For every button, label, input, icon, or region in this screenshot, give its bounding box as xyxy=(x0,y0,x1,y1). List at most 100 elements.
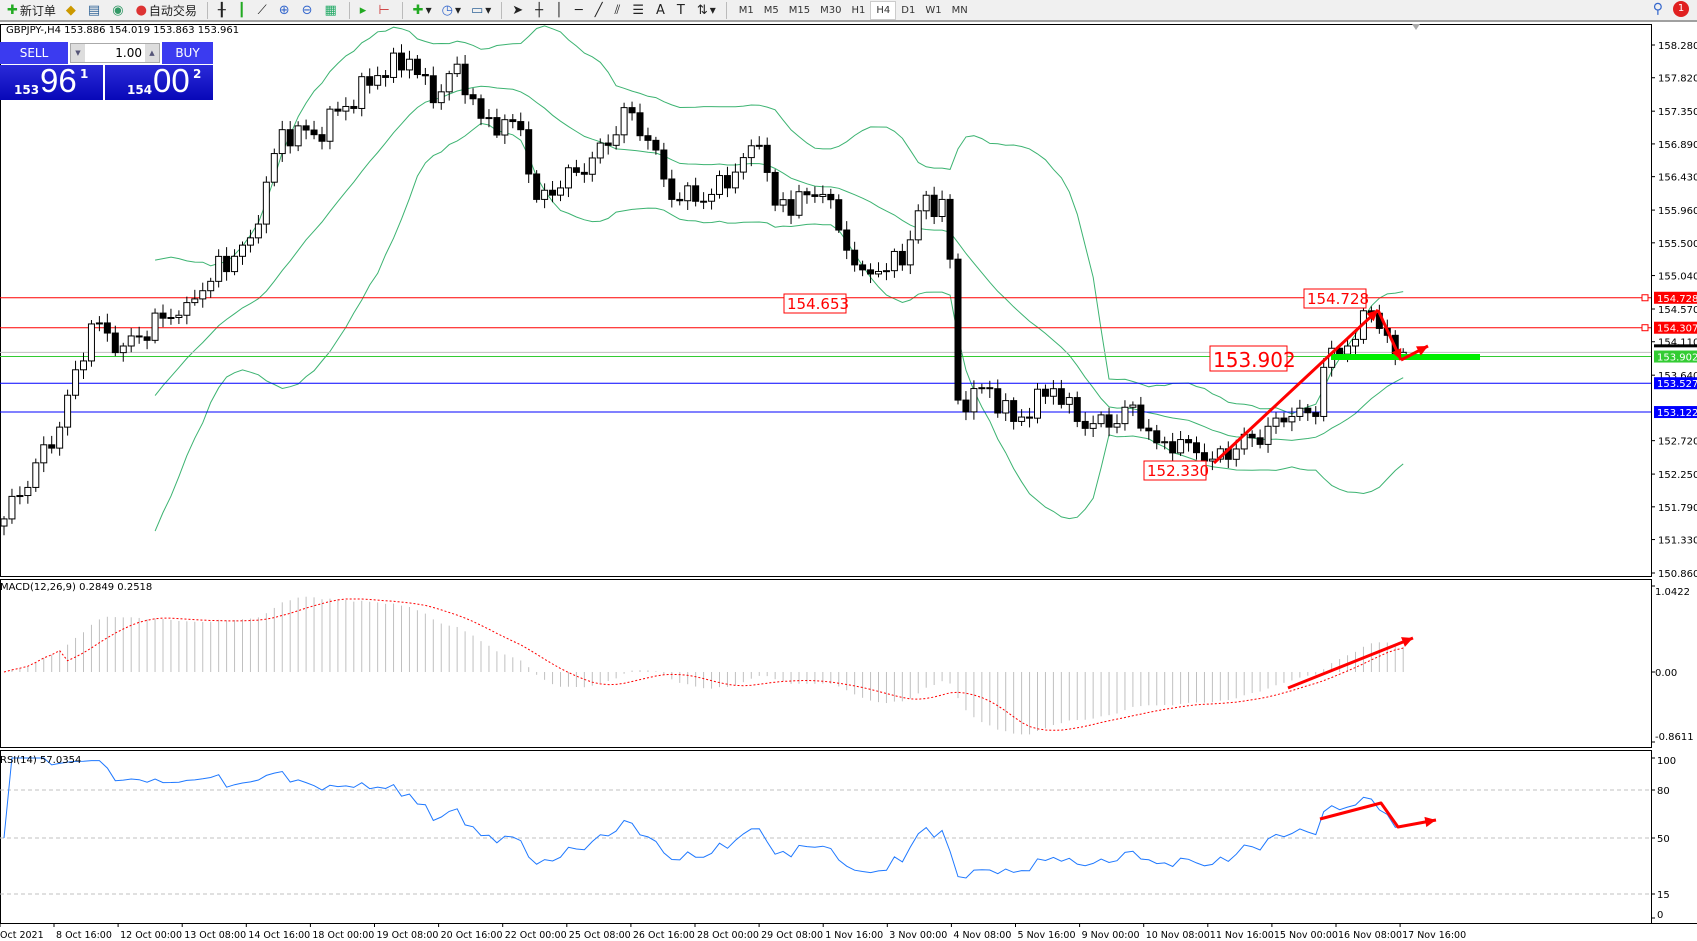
price-annotation-box[interactable] xyxy=(783,293,847,314)
candle-body xyxy=(64,394,72,428)
timeframe-w1[interactable]: W1 xyxy=(925,4,942,16)
candle-body xyxy=(946,198,954,260)
main-pane-border xyxy=(0,24,1652,577)
price-annotation-box[interactable] xyxy=(1143,460,1207,481)
price-annotation-box[interactable] xyxy=(1303,288,1367,309)
new-order-button[interactable]: ✚ 新订单 xyxy=(7,2,56,18)
cursor-button[interactable]: ➤ xyxy=(509,1,528,20)
trendline-button[interactable]: ╱ xyxy=(592,1,608,20)
bar-chart-button[interactable]: ╂ xyxy=(215,1,231,20)
zoom-out-button[interactable]: ⊖ xyxy=(299,1,318,20)
candle-body xyxy=(763,144,771,173)
history-button[interactable]: ▤ xyxy=(85,1,105,20)
price-annotation-box[interactable] xyxy=(1209,345,1288,372)
crosshair-button[interactable]: ┼ xyxy=(532,1,548,20)
signals-button[interactable]: ◉ xyxy=(109,1,128,20)
candle-body xyxy=(1296,407,1304,417)
candle xyxy=(477,94,485,126)
arrow-up-trend[interactable] xyxy=(1212,308,1380,465)
candle xyxy=(1065,392,1073,414)
timeframe-h1[interactable]: H1 xyxy=(851,4,866,16)
auto-trading-button[interactable]: ● 自动交易 xyxy=(135,2,197,18)
candle-body xyxy=(1193,442,1200,454)
time-tick-label: 9 Nov 00:00 xyxy=(1082,930,1140,941)
candle xyxy=(716,170,723,199)
candle-body xyxy=(398,52,405,71)
increase-lot-button[interactable]: ▲ xyxy=(145,44,159,62)
lot-size-input[interactable] xyxy=(85,46,145,60)
templates-button[interactable]: ▭ ▾ xyxy=(470,2,492,18)
candle-body xyxy=(684,185,692,202)
bar-chart-icon: ╂ xyxy=(217,2,226,18)
chart-shift-button[interactable]: ⊢ xyxy=(375,1,394,20)
macd-arrow[interactable] xyxy=(1287,636,1414,690)
candle-body xyxy=(938,198,946,218)
decrease-lot-button[interactable]: ▼ xyxy=(71,44,85,62)
vertical-line-button[interactable]: │ xyxy=(552,1,568,20)
divider xyxy=(206,1,208,19)
timeframe-m5[interactable]: M5 xyxy=(763,4,779,16)
candle xyxy=(1280,412,1288,428)
time-tick-label: 16 Nov 08:00 xyxy=(1338,930,1402,941)
periods-button[interactable]: ◷ ▾ xyxy=(441,2,461,18)
chart-shift-marker[interactable] xyxy=(1412,24,1420,30)
chart-window[interactable]: 158.280 157.820 157.350 156.890 156.430 155.9… xyxy=(0,22,1697,941)
sell-button[interactable]: SELL xyxy=(0,42,68,64)
arrows-button[interactable]: ⇅ ▾ xyxy=(696,2,716,18)
candle xyxy=(533,170,541,203)
candle-body xyxy=(1145,427,1153,432)
indicators-button[interactable]: ✚ ▾ xyxy=(412,2,432,18)
timeframe-m15[interactable]: M15 xyxy=(788,4,811,16)
time-tick-label: 12 Oct 00:00 xyxy=(120,930,182,941)
candle xyxy=(80,352,87,379)
timeframe-m30[interactable]: M30 xyxy=(820,4,842,16)
cursor-arrow-icon: ➤ xyxy=(512,2,524,18)
candle-body xyxy=(175,314,183,318)
candle xyxy=(8,488,16,524)
candle xyxy=(1129,401,1137,417)
timeframe-mn[interactable]: MN xyxy=(951,4,968,16)
time-tick-label: 20 Oct 16:00 xyxy=(441,930,503,941)
candle-body xyxy=(986,387,994,390)
line-anchor-handle[interactable] xyxy=(1641,294,1649,302)
candle xyxy=(1264,417,1272,453)
fibonacci-button[interactable]: ☰ xyxy=(629,1,649,20)
lot-size-stepper[interactable]: ▼ ▲ xyxy=(70,43,160,63)
candle xyxy=(636,103,644,141)
candle-body xyxy=(1248,433,1256,439)
candle xyxy=(318,126,326,150)
candle-body xyxy=(557,187,564,196)
market-watch-button[interactable]: ◆ xyxy=(63,1,81,20)
horizontal-line-button[interactable]: ─ xyxy=(572,1,588,20)
text-label-button[interactable]: T xyxy=(674,1,690,20)
candle xyxy=(1320,358,1328,422)
bid-price-tag xyxy=(1654,344,1697,348)
candle-body xyxy=(1304,407,1312,414)
text-button[interactable]: A xyxy=(653,1,670,20)
divider xyxy=(501,1,503,19)
notification-badge[interactable]: 1 xyxy=(1673,1,1689,17)
buy-price[interactable]: 154 00 2 xyxy=(105,62,213,100)
timeframe-d1[interactable]: D1 xyxy=(901,4,916,16)
price-annotation: 153.902 xyxy=(1213,348,1296,372)
search-icon[interactable]: ⚲ xyxy=(1652,1,1663,17)
equidistant-channel-button[interactable]: ⫽ xyxy=(612,1,626,20)
candle xyxy=(564,164,572,198)
tile-windows-button[interactable]: ▦ xyxy=(322,1,342,20)
candle-body xyxy=(731,171,739,189)
candle xyxy=(1034,383,1041,424)
candle xyxy=(302,119,310,140)
timeframe-m1[interactable]: M1 xyxy=(738,4,754,16)
rsi-arrow[interactable] xyxy=(1319,801,1437,829)
candle-body xyxy=(437,91,445,104)
sell-price[interactable]: 153 96 1 xyxy=(0,62,103,100)
zoom-in-button[interactable]: ⊕ xyxy=(276,1,295,20)
line-anchor-handle[interactable] xyxy=(1641,324,1649,332)
autoscroll-button[interactable]: ▸ xyxy=(357,1,372,20)
grid-icon: ▦ xyxy=(324,2,337,18)
candlestick-button[interactable]: ┃ xyxy=(235,1,251,20)
timeframe-h4[interactable]: H4 xyxy=(870,0,897,20)
line-chart-button[interactable]: ⟋ xyxy=(255,1,272,20)
buy-button[interactable]: BUY xyxy=(162,42,213,64)
candle-body xyxy=(445,73,453,93)
